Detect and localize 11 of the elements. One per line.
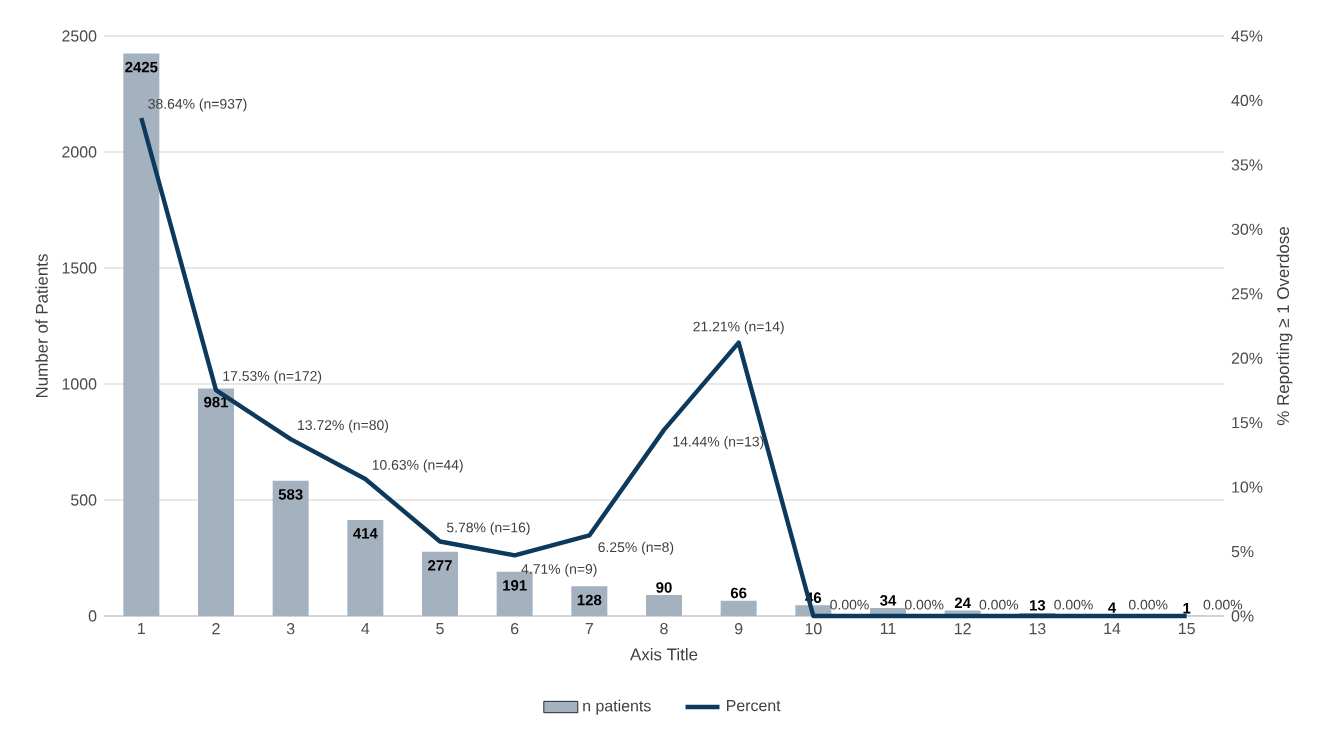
bar bbox=[646, 595, 683, 616]
bar bbox=[272, 480, 309, 616]
bar bbox=[198, 388, 234, 616]
bar bbox=[347, 519, 384, 616]
bar bbox=[720, 600, 757, 616]
bar bbox=[571, 586, 608, 616]
x-axis-title: Axis Title bbox=[630, 648, 698, 661]
bar bbox=[422, 551, 459, 616]
y2-axis-title: % Reporting ≥ 1 Overdose bbox=[1276, 227, 1293, 426]
bar bbox=[496, 571, 533, 616]
y-axis-title: Number of Patients bbox=[35, 254, 48, 398]
